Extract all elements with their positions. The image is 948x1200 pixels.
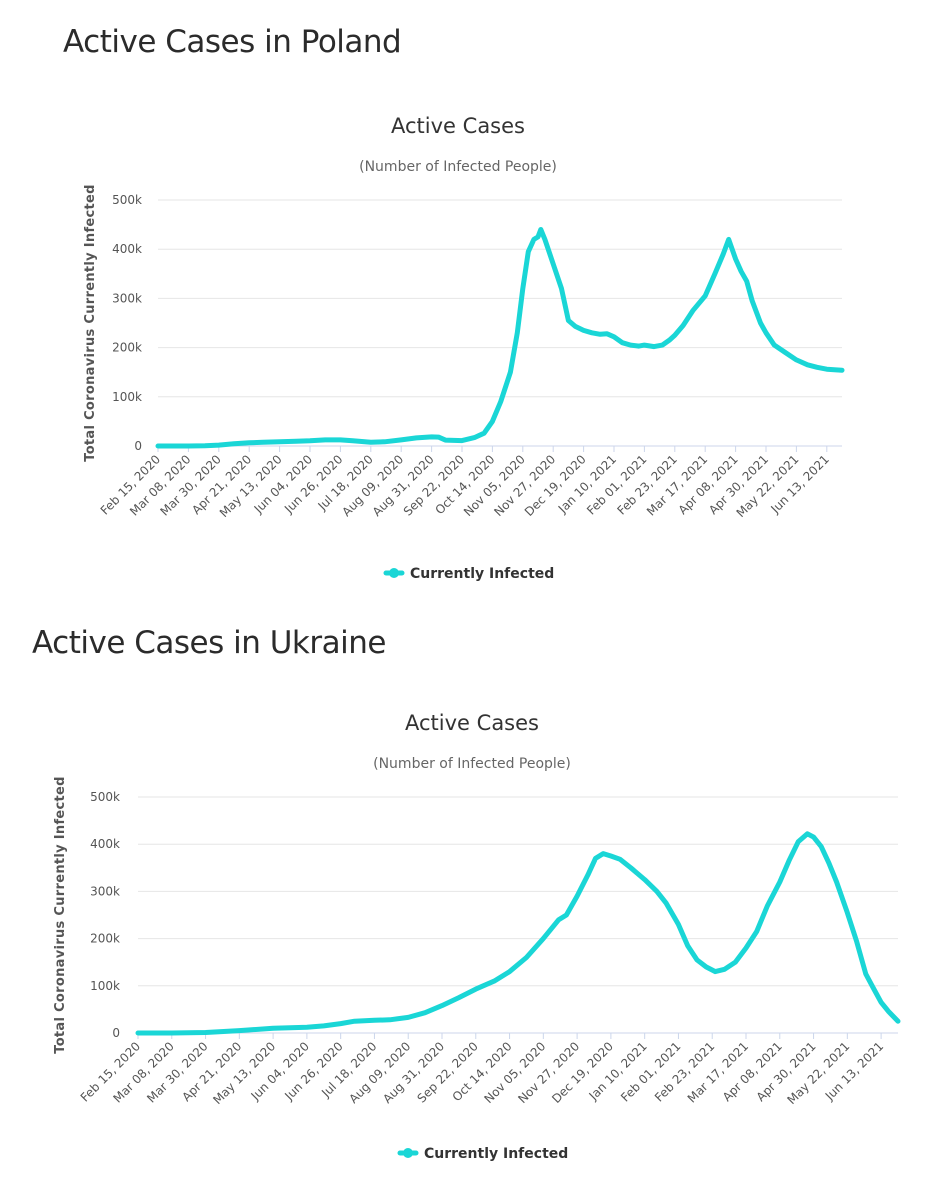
y-tick-label: 0 [112, 1026, 120, 1040]
legend-marker [389, 568, 399, 578]
chart-title: Active Cases [405, 711, 539, 735]
chart-subtitle: (Number of Infected People) [373, 756, 571, 772]
series-line-currently-infected [155, 227, 845, 449]
y-tick-label: 500k [90, 790, 120, 804]
legend-label: Currently Infected [410, 566, 554, 582]
y-axis-label: Total Coronavirus Currently Infected [83, 184, 98, 462]
y-tick-label: 200k [90, 932, 120, 946]
section-title-poland: Active Cases in Poland [63, 24, 402, 60]
chart-poland: Active Cases (Number of Infected People) 0… [83, 114, 845, 582]
y-tick-label: 400k [112, 242, 142, 256]
y-tick-label: 500k [112, 193, 142, 207]
legend-label: Currently Infected [424, 1146, 568, 1162]
y-axis-label: Total Coronavirus Currently Infected [53, 776, 68, 1054]
y-tick-label: 300k [90, 884, 120, 898]
chart-ukraine: Active Cases (Number of Infected People) 0… [53, 711, 901, 1162]
section-title-ukraine: Active Cases in Ukraine [32, 625, 386, 661]
legend-item[interactable]: Currently Infected [397, 1146, 568, 1162]
legend-marker [403, 1148, 413, 1158]
y-tick-label: 400k [90, 837, 120, 851]
chart-subtitle: (Number of Infected People) [359, 159, 557, 175]
chart-title: Active Cases [391, 114, 525, 138]
legend-item[interactable]: Currently Infected [383, 566, 554, 582]
y-tick-label: 0 [134, 439, 142, 453]
y-tick-label: 100k [90, 979, 120, 993]
y-tick-label: 300k [112, 291, 142, 305]
series-line-currently-infected [135, 831, 901, 1036]
y-tick-label: 200k [112, 341, 142, 355]
y-tick-label: 100k [112, 390, 142, 404]
